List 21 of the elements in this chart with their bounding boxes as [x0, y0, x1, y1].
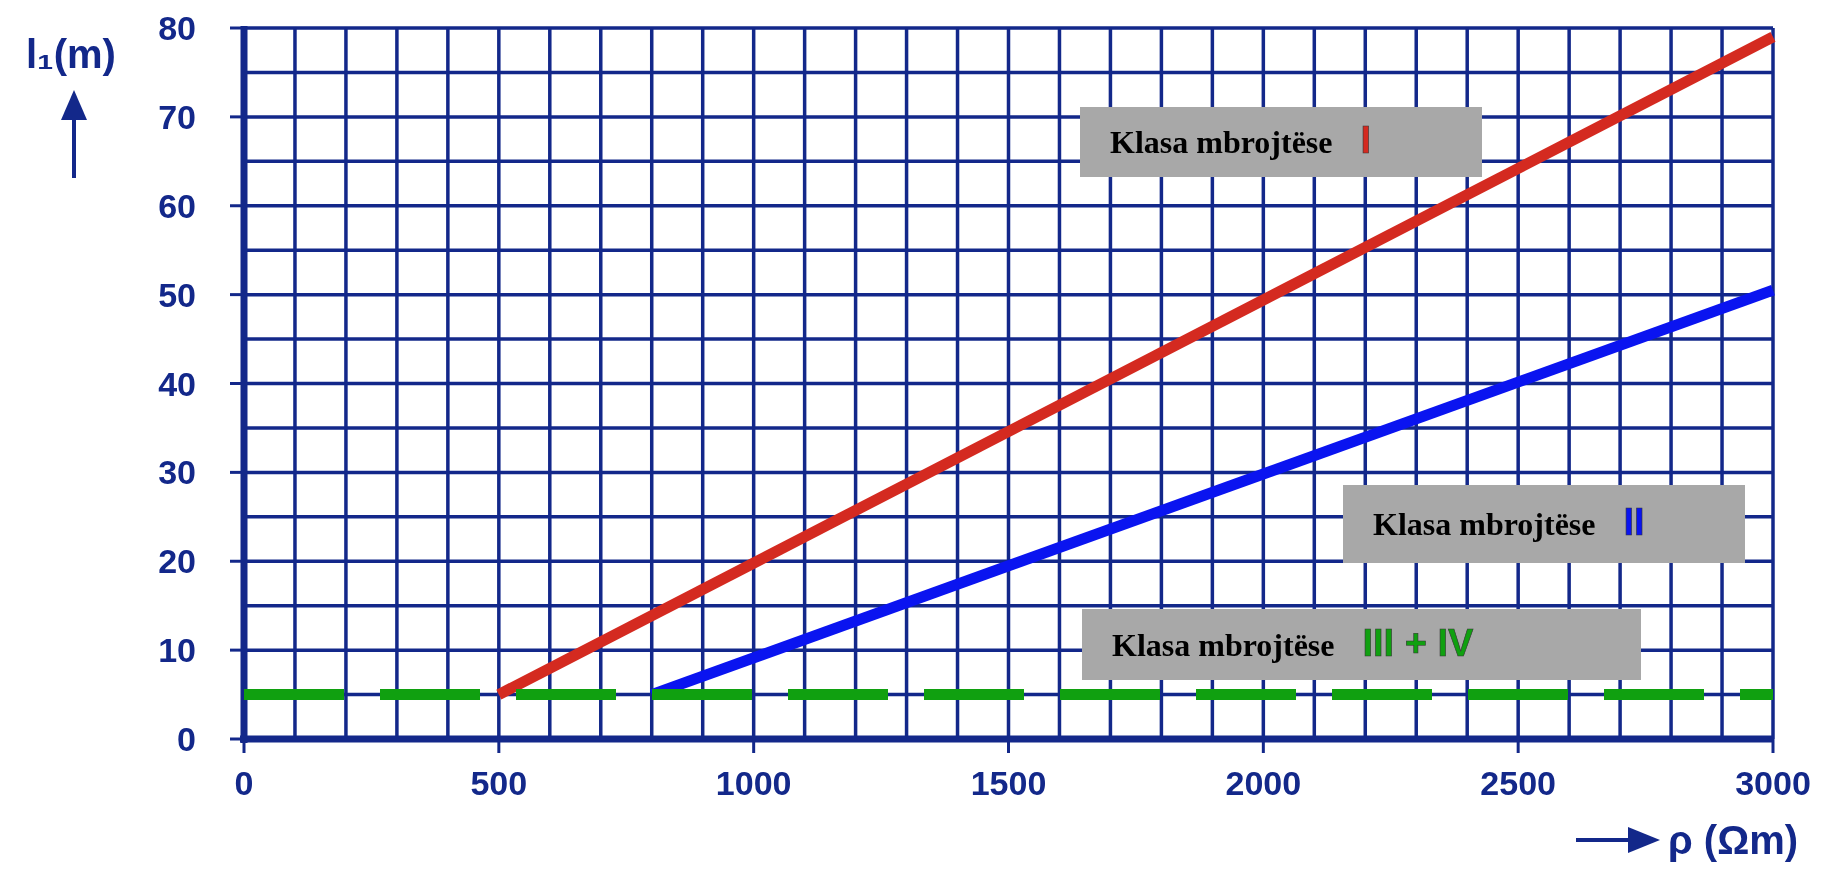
- y-tick-label: 0: [177, 720, 196, 758]
- x-tick-label: 0: [234, 764, 254, 802]
- x-tick-label: 1000: [715, 764, 792, 802]
- y-tick-label: 50: [158, 275, 196, 314]
- y-tick-label: 60: [158, 186, 196, 225]
- x-tick-label: 2000: [1225, 764, 1302, 802]
- x-tick-label: 1500: [970, 764, 1047, 802]
- series-label: Klasa mbrojtëse III + IV: [1112, 621, 1475, 664]
- y-tick-label: 70: [158, 97, 196, 136]
- y-tick-label: 40: [158, 364, 196, 403]
- y-axis-title: l₁(m): [26, 32, 116, 76]
- y-tick-label: 10: [158, 631, 196, 670]
- y-tick-label: 80: [158, 9, 196, 47]
- x-tick-label: 500: [470, 764, 528, 802]
- y-tick-label: 20: [158, 542, 196, 581]
- x-tick-label: 2500: [1480, 764, 1556, 802]
- x-axis-title: ρ (Ωm): [1668, 818, 1799, 862]
- series-label: Klasa mbrojtëse I: [1110, 119, 1372, 161]
- y-tick-label: 30: [158, 453, 196, 492]
- x-tick-label: 3000: [1735, 764, 1811, 802]
- series-label: Klasa mbrojtëse II: [1373, 501, 1645, 543]
